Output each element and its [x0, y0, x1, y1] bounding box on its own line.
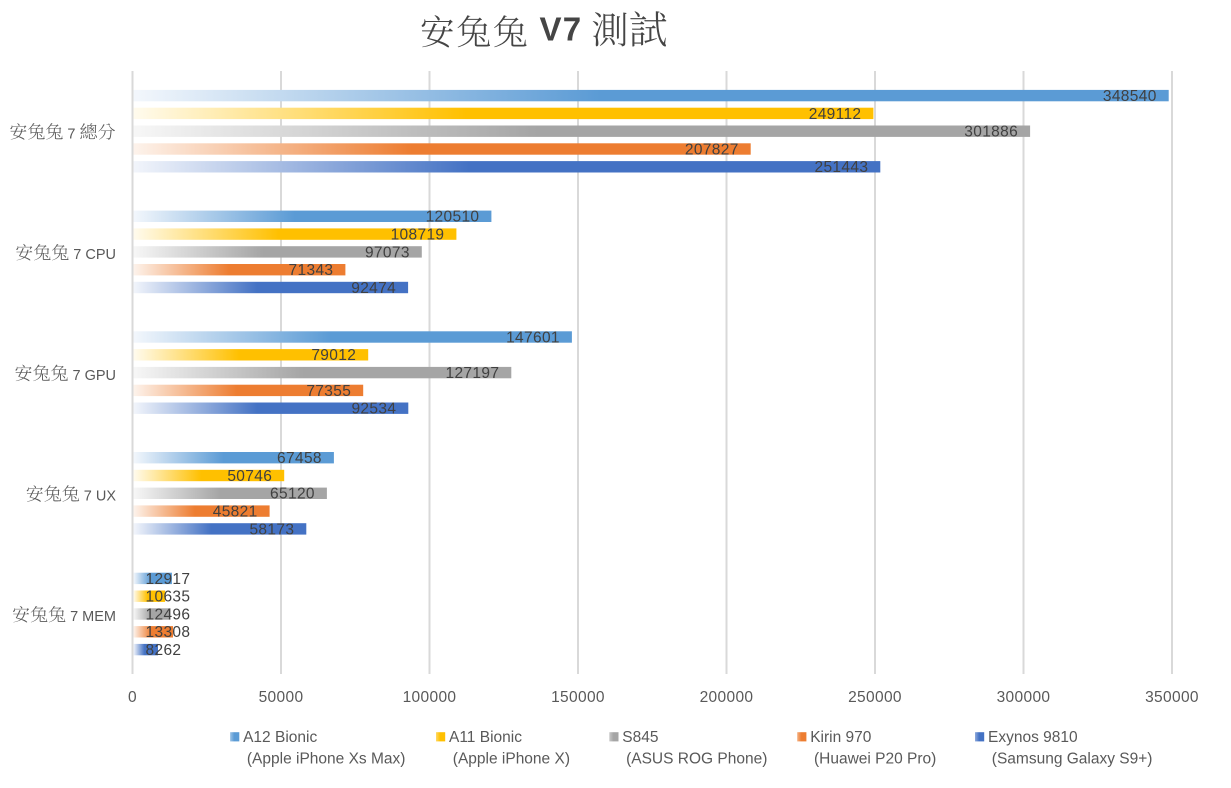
svg-text:65120: 65120 — [270, 486, 315, 503]
svg-text:A12 Bionic: A12 Bionic — [243, 729, 317, 746]
svg-text:108719: 108719 — [391, 227, 445, 244]
svg-text:13308: 13308 — [146, 624, 191, 641]
svg-text:251443: 251443 — [814, 159, 868, 176]
svg-text:79012: 79012 — [311, 347, 356, 364]
svg-text:348540: 348540 — [1103, 88, 1157, 105]
svg-text:71343: 71343 — [289, 262, 334, 279]
svg-text:147601: 147601 — [506, 329, 560, 346]
svg-text:(Apple iPhone Xs Max): (Apple iPhone Xs Max) — [247, 751, 406, 768]
svg-text:92534: 92534 — [351, 401, 396, 418]
svg-text:67458: 67458 — [277, 450, 322, 467]
svg-text:300000: 300000 — [997, 689, 1051, 706]
svg-text:V7: V7 — [540, 11, 583, 48]
svg-text:7 MEM: 7 MEM — [70, 609, 116, 625]
svg-text:7: 7 — [67, 126, 75, 142]
svg-text:207827: 207827 — [685, 141, 739, 158]
svg-text:50000: 50000 — [259, 689, 304, 706]
svg-text:A11 Bionic: A11 Bionic — [449, 729, 522, 746]
svg-text:Kirin 970: Kirin 970 — [810, 729, 872, 746]
svg-text:250000: 250000 — [848, 689, 902, 706]
svg-text:249112: 249112 — [809, 106, 862, 123]
svg-text:127197: 127197 — [445, 365, 499, 382]
svg-text:(Apple iPhone X): (Apple iPhone X) — [453, 751, 570, 768]
svg-text:12917: 12917 — [146, 571, 191, 588]
svg-text:(ASUS ROG Phone): (ASUS ROG Phone) — [626, 751, 767, 768]
svg-text:7 UX: 7 UX — [84, 488, 117, 504]
svg-text:0: 0 — [128, 689, 137, 706]
svg-text:(Huawei P20 Pro): (Huawei P20 Pro) — [814, 751, 936, 768]
svg-text:350000: 350000 — [1145, 689, 1199, 706]
svg-text:7 CPU: 7 CPU — [73, 247, 116, 263]
svg-text:58173: 58173 — [249, 521, 294, 538]
svg-text:45821: 45821 — [213, 504, 258, 521]
svg-text:120510: 120510 — [426, 209, 480, 226]
svg-text:10635: 10635 — [146, 589, 191, 606]
svg-text:7 GPU: 7 GPU — [72, 368, 116, 384]
svg-text:Exynos 9810: Exynos 9810 — [988, 729, 1078, 746]
svg-text:97073: 97073 — [365, 244, 410, 261]
svg-text:100000: 100000 — [403, 689, 457, 706]
svg-text:50746: 50746 — [227, 468, 272, 485]
svg-text:301886: 301886 — [964, 124, 1018, 141]
svg-text:92474: 92474 — [351, 280, 396, 297]
svg-text:12496: 12496 — [146, 606, 191, 623]
svg-text:77355: 77355 — [306, 383, 351, 400]
svg-text:150000: 150000 — [551, 689, 605, 706]
svg-text:200000: 200000 — [700, 689, 754, 706]
svg-text:(Samsung Galaxy S9+): (Samsung Galaxy S9+) — [992, 751, 1153, 768]
svg-text:8262: 8262 — [146, 642, 182, 659]
svg-text:S845: S845 — [622, 729, 658, 746]
